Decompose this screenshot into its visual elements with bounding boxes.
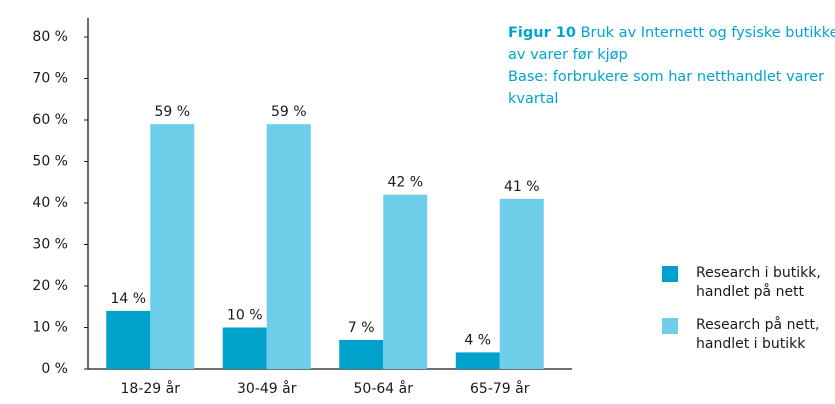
x-tick-label: 65-79 år: [470, 380, 530, 397]
y-tick-label: 0 %: [41, 361, 68, 377]
bar: [339, 339, 384, 369]
legend-swatch: [662, 266, 678, 282]
value-label: 4 %: [464, 332, 491, 348]
value-label: 7 %: [348, 320, 375, 336]
bar: [383, 194, 428, 369]
x-tick-label: 18-29 år: [121, 380, 181, 397]
value-label: 41 %: [504, 179, 540, 195]
title-text: Bruk av Internett og fysiske butikke: [580, 25, 835, 41]
title-line: av varer før kjøp: [508, 47, 628, 63]
legend-item: Research på nett, handlet i butikk: [662, 316, 835, 354]
legend: Research i butikk, handlet på nett Resear…: [662, 264, 835, 368]
subtitle-line: Base: forbrukere som har netthandlet var…: [508, 69, 825, 85]
y-tick-label: 80 %: [32, 29, 68, 45]
bar: [266, 124, 311, 370]
y-tick-label: 10 %: [32, 320, 68, 336]
figure-label: Figur 10: [508, 25, 576, 41]
y-tick-label: 30 %: [32, 237, 68, 253]
value-label: 59 %: [154, 104, 190, 120]
value-label: 10 %: [227, 308, 263, 324]
legend-swatch: [662, 318, 678, 334]
legend-item: Research i butikk, handlet på nett: [662, 264, 835, 302]
y-tick-label: 70 %: [32, 71, 68, 87]
value-label: 42 %: [387, 175, 423, 191]
bar: [499, 198, 544, 369]
legend-label: Research på nett, handlet i butikk: [696, 317, 820, 352]
y-tick-label: 20 %: [32, 278, 68, 294]
chart-title: Figur 10 Bruk av Internett og fysiske bu…: [508, 22, 835, 110]
value-label: 59 %: [271, 104, 307, 120]
y-tick-label: 40 %: [32, 195, 68, 211]
bar: [150, 124, 195, 370]
value-label: 14 %: [110, 291, 146, 307]
bar: [455, 352, 500, 369]
legend-label: Research i butikk, handlet på nett: [696, 265, 821, 300]
y-tick-label: 60 %: [32, 112, 68, 128]
bar: [222, 327, 267, 369]
title-line: Figur 10 Bruk av Internett og fysiske bu…: [508, 22, 835, 44]
subtitle-line: kvartal: [508, 91, 559, 107]
x-tick-label: 30-49 år: [237, 380, 297, 397]
bar: [106, 310, 151, 369]
y-tick-label: 50 %: [32, 154, 68, 170]
x-tick-label: 50-64 år: [354, 380, 414, 397]
